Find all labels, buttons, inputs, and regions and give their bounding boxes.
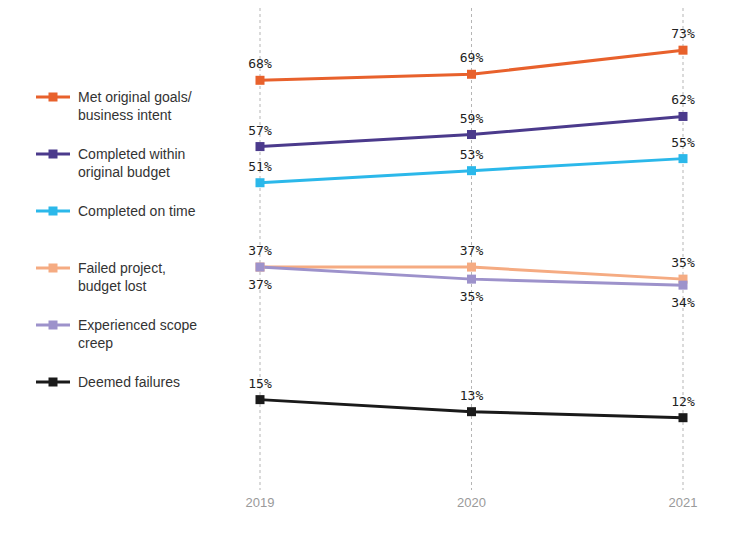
svg-text:15%: 15% bbox=[248, 376, 272, 391]
svg-text:37%: 37% bbox=[248, 243, 272, 258]
svg-text:13%: 13% bbox=[460, 388, 484, 403]
html-text:Experienced scope creep: Experienced scope creep bbox=[78, 317, 198, 351]
svg-text:37%: 37% bbox=[248, 277, 272, 292]
html-text:Failed project, budget lost: Failed project, budget lost bbox=[78, 260, 166, 294]
svg-text:59%: 59% bbox=[460, 111, 484, 126]
svg-text:35%: 35% bbox=[671, 255, 695, 270]
html-text:Met original goals/ business i: Met original goals/ business intent bbox=[78, 89, 192, 123]
svg-text:12%: 12% bbox=[671, 394, 695, 409]
svg-text:2021: 2021 bbox=[669, 495, 698, 510]
svg-text:51%: 51% bbox=[248, 159, 272, 174]
svg-text:55%: 55% bbox=[671, 135, 695, 150]
html-text:Completed on time: Completed on time bbox=[78, 203, 196, 219]
svg-text:37%: 37% bbox=[460, 243, 484, 258]
svg-text:34%: 34% bbox=[671, 295, 695, 310]
svg-text:2019: 2019 bbox=[246, 495, 275, 510]
svg-text:53%: 53% bbox=[460, 147, 484, 162]
svg-text:35%: 35% bbox=[460, 289, 484, 304]
svg-text:57%: 57% bbox=[248, 123, 272, 138]
svg-text:62%: 62% bbox=[671, 92, 695, 107]
svg-text:68%: 68% bbox=[248, 56, 272, 71]
svg-text:69%: 69% bbox=[460, 50, 484, 65]
html-text:Deemed failures: Deemed failures bbox=[78, 374, 180, 390]
html-text:Completed within original budg: Completed within original budget bbox=[78, 146, 186, 180]
svg-text:73%: 73% bbox=[671, 26, 695, 41]
svg-text:2020: 2020 bbox=[457, 495, 486, 510]
